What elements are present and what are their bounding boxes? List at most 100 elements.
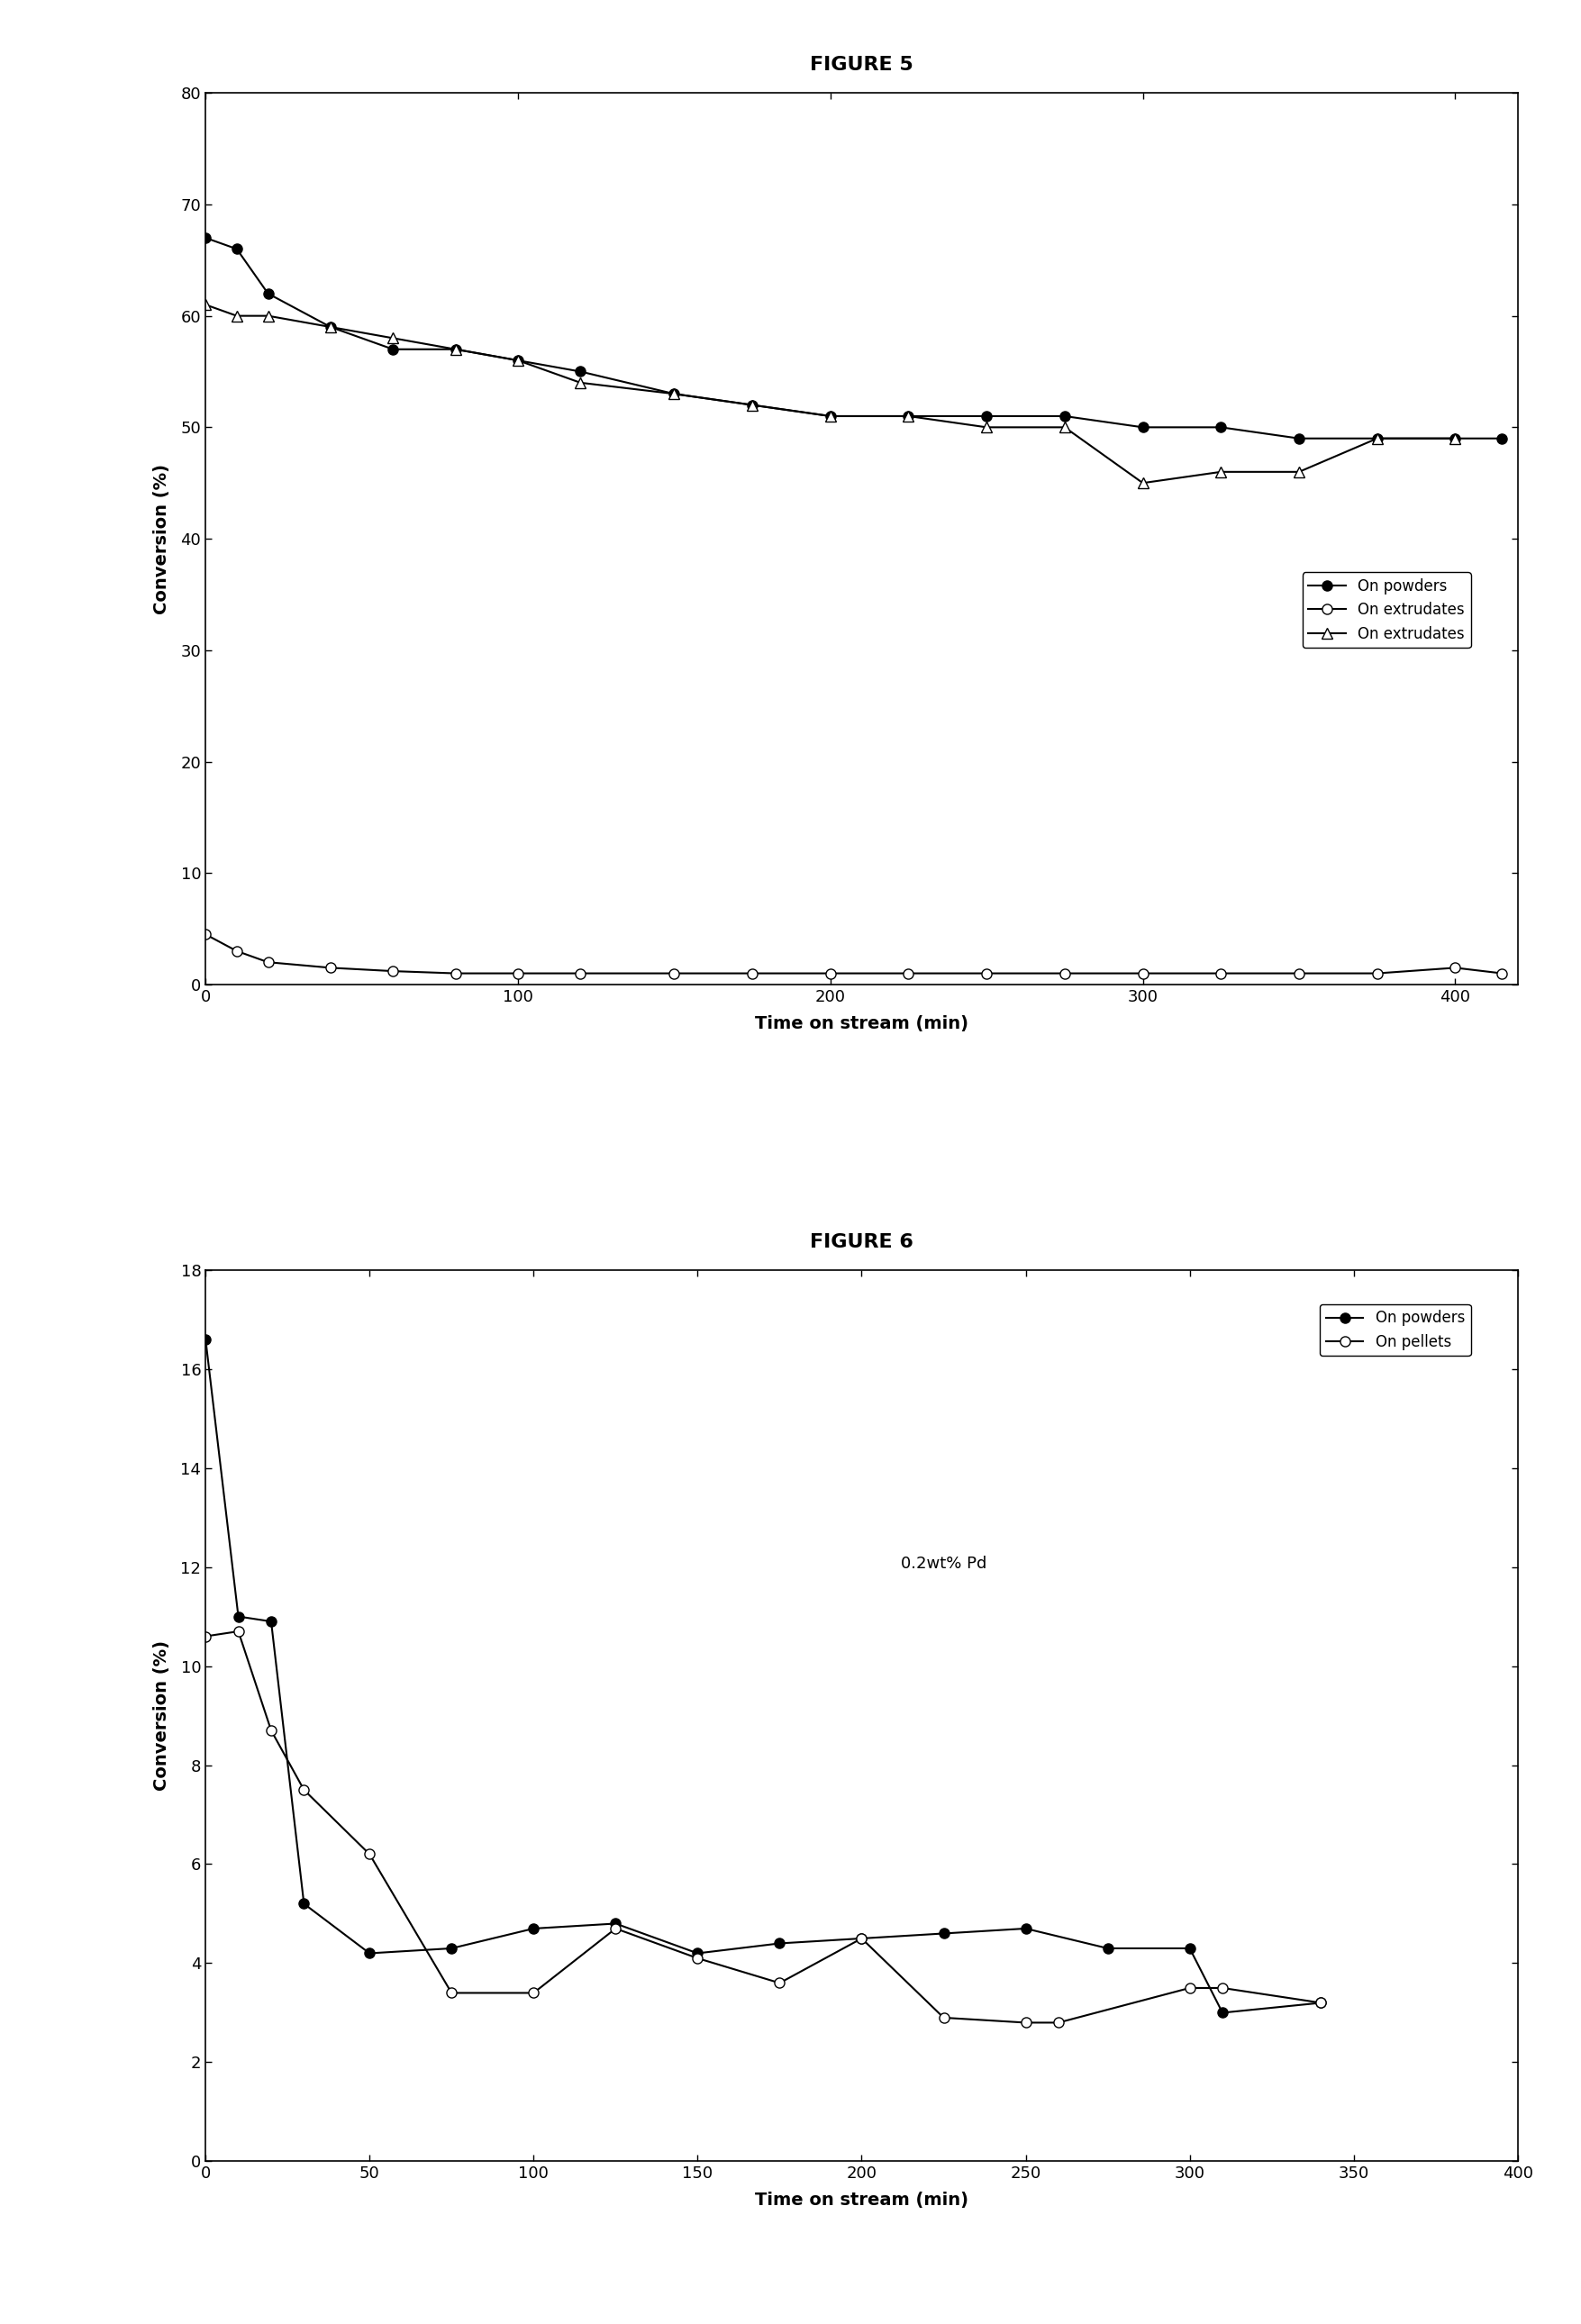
- On powders: [360, 1938, 379, 1966]
- On pellets: [443, 1980, 462, 2008]
- On powders: [384, 335, 403, 363]
- On extrudates: [1492, 960, 1511, 988]
- On powders: [259, 279, 278, 307]
- On extrudates: [977, 960, 996, 988]
- On extrudates: [1211, 960, 1230, 988]
- On powders: [688, 1938, 707, 1966]
- On extrudates: [228, 302, 247, 330]
- On extrudates: [977, 414, 996, 442]
- Y-axis label: Conversion (%): Conversion (%): [153, 1641, 171, 1792]
- On extrudates: [900, 402, 919, 430]
- On powders: [446, 335, 465, 363]
- On extrudates: [1368, 425, 1387, 453]
- On extrudates: [446, 960, 465, 988]
- On pellets: [360, 1841, 379, 1868]
- On powders: [1213, 1999, 1232, 2027]
- On extrudates: [1290, 458, 1309, 486]
- Legend: On powders, On pellets: On powders, On pellets: [1320, 1304, 1470, 1355]
- X-axis label: Time on stream (min): Time on stream (min): [754, 1016, 969, 1032]
- Y-axis label: Conversion (%): Conversion (%): [153, 462, 171, 614]
- Line: On extrudates: On extrudates: [199, 300, 1461, 488]
- On powders: [229, 1604, 248, 1631]
- On pellets: [196, 1622, 215, 1650]
- On powders: [1211, 414, 1230, 442]
- On extrudates: [196, 920, 215, 948]
- On powders: [1134, 414, 1153, 442]
- On powders: [934, 1920, 953, 1948]
- On extrudates: [821, 960, 840, 988]
- On pellets: [852, 1924, 871, 1952]
- On extrudates: [1211, 458, 1230, 486]
- On extrudates: [1445, 953, 1464, 981]
- On powders: [664, 379, 683, 407]
- On extrudates: [509, 346, 528, 374]
- On pellets: [1311, 1989, 1330, 2017]
- On extrudates: [571, 960, 590, 988]
- On powders: [196, 1325, 215, 1353]
- On powders: [900, 402, 919, 430]
- On powders: [852, 1924, 871, 1952]
- On pellets: [229, 1618, 248, 1645]
- On powders: [606, 1910, 624, 1938]
- On pellets: [934, 2003, 953, 2031]
- On extrudates: [1445, 425, 1464, 453]
- On powders: [523, 1915, 544, 1943]
- On powders: [571, 358, 590, 386]
- On extrudates: [1134, 960, 1153, 988]
- On pellets: [606, 1915, 624, 1943]
- On powders: [294, 1889, 313, 1917]
- Text: 0.2wt% Pd: 0.2wt% Pd: [901, 1555, 987, 1571]
- On powders: [1017, 1915, 1036, 1943]
- On powders: [196, 223, 215, 251]
- On powders: [1492, 425, 1511, 453]
- On extrudates: [743, 390, 762, 418]
- Line: On pellets: On pellets: [201, 1627, 1326, 2027]
- On extrudates: [384, 957, 403, 985]
- On pellets: [1050, 2008, 1069, 2036]
- On extrudates: [196, 290, 215, 318]
- On powders: [1368, 425, 1387, 453]
- On powders: [443, 1934, 462, 1961]
- On powders: [1099, 1934, 1118, 1961]
- On extrudates: [664, 379, 683, 407]
- On powders: [1055, 402, 1073, 430]
- Title: FIGURE 6: FIGURE 6: [809, 1232, 914, 1250]
- On powders: [321, 314, 340, 342]
- X-axis label: Time on stream (min): Time on stream (min): [754, 2192, 969, 2210]
- On pellets: [1179, 1973, 1198, 2001]
- On pellets: [1213, 1973, 1232, 2001]
- On powders: [1179, 1934, 1198, 1961]
- On pellets: [261, 1717, 281, 1745]
- On extrudates: [1134, 469, 1153, 497]
- On powders: [509, 346, 528, 374]
- On extrudates: [259, 948, 278, 976]
- On powders: [770, 1929, 789, 1957]
- On extrudates: [228, 937, 247, 964]
- On powders: [1311, 1989, 1330, 2017]
- Title: FIGURE 5: FIGURE 5: [809, 56, 914, 74]
- On powders: [228, 235, 247, 263]
- On pellets: [688, 1945, 707, 1973]
- On powders: [977, 402, 996, 430]
- On powders: [821, 402, 840, 430]
- On extrudates: [900, 960, 919, 988]
- Line: On extrudates: On extrudates: [201, 930, 1507, 978]
- On pellets: [523, 1980, 544, 2008]
- On extrudates: [446, 335, 465, 363]
- On pellets: [770, 1968, 789, 1996]
- On powders: [1445, 425, 1464, 453]
- On extrudates: [321, 314, 340, 342]
- On extrudates: [743, 960, 762, 988]
- On extrudates: [384, 323, 403, 351]
- On extrudates: [571, 370, 590, 397]
- On powders: [261, 1608, 281, 1636]
- Legend: On powders, On extrudates, On extrudates: On powders, On extrudates, On extrudates: [1303, 572, 1470, 648]
- On powders: [1290, 425, 1309, 453]
- Line: On powders: On powders: [201, 1334, 1326, 2017]
- On extrudates: [1055, 960, 1073, 988]
- On powders: [743, 390, 762, 418]
- On extrudates: [1368, 960, 1387, 988]
- Line: On powders: On powders: [201, 232, 1507, 444]
- On extrudates: [1055, 414, 1073, 442]
- On extrudates: [1290, 960, 1309, 988]
